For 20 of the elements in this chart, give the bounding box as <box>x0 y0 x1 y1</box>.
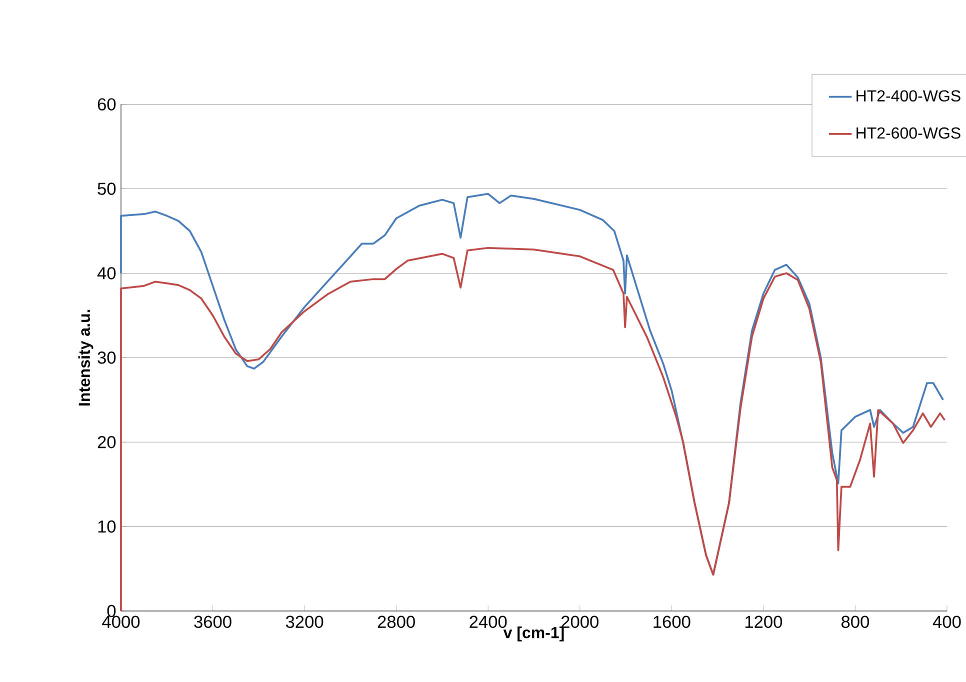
x-tick-label: 1600 <box>654 616 690 628</box>
y-tick-label: 10 <box>98 520 116 533</box>
y-tick-label: 60 <box>98 98 116 110</box>
y-tick-label: 0 <box>107 604 116 618</box>
y-tick-label: 40 <box>97 267 116 280</box>
y-axis-title: Intensity a.u. <box>78 310 94 406</box>
x-tick-label: 3600 <box>194 616 232 628</box>
x-tick-label: 800 <box>842 616 870 628</box>
x-tick-label: 400 <box>932 616 961 628</box>
legend-label: HT2-600-WGS <box>856 127 960 139</box>
x-tick-label: 2000 <box>561 616 598 628</box>
x-tick-label: 2800 <box>378 616 415 628</box>
y-tick-label: 20 <box>98 436 116 448</box>
x-tick-label: 2400 <box>470 616 507 628</box>
x-tick-label: 4000 <box>102 616 140 628</box>
y-tick-label: 50 <box>98 182 116 195</box>
x-tick-label: 3200 <box>286 616 324 628</box>
x-tick-label: 1200 <box>745 616 782 628</box>
legend-label: HT2-400-WGS <box>856 90 960 102</box>
y-tick-label: 30 <box>98 352 116 364</box>
